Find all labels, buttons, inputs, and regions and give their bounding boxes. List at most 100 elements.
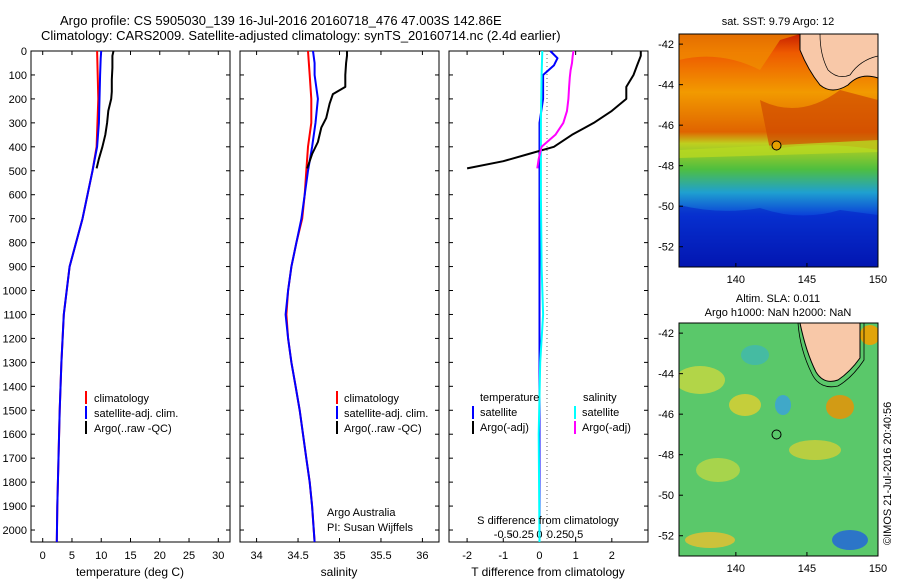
sla-blob: [729, 394, 761, 416]
figure-title-line2: Climatology: CARS2009. Satellite-adjuste…: [41, 28, 561, 43]
y-tick-label: 0: [21, 46, 27, 58]
y-tick-label: 800: [9, 238, 27, 250]
y-tick-label: 900: [9, 262, 27, 274]
difference-legend-temperature: temperature satellite Argo(-adj): [472, 392, 539, 434]
legend-salinity-title: salinity: [583, 392, 617, 404]
tasmania-land: [799, 34, 878, 91]
legend-satellite: satellite-adj. clim.: [344, 408, 428, 420]
salinity-annotation-line1: Argo Australia: [327, 507, 396, 519]
map-y-tick-label: -46: [658, 120, 674, 132]
legend-satellite: satellite-adj. clim.: [94, 408, 178, 420]
x-tick-label: 10: [95, 550, 107, 562]
map-y-tick-label: -46: [658, 409, 674, 421]
sst-warm-patch: [679, 34, 800, 70]
series-line: [537, 50, 545, 543]
sla-blob: [832, 530, 868, 550]
map-x-tick-label: 140: [727, 274, 745, 286]
y-tick-label: 1000: [3, 286, 27, 298]
difference-axes-frame: [448, 50, 649, 543]
x-tick-label: 2: [609, 550, 615, 562]
salinity-annotation-line2: PI: Susan Wijffels: [327, 522, 413, 534]
x-tick-label: 25: [183, 550, 195, 562]
legend-sal-argo: Argo(-adj): [582, 422, 631, 434]
sst-map-title: sat. SST: 9.79 Argo: 12: [722, 16, 835, 28]
s-tick-label: -0.25: [509, 529, 534, 541]
map-y-tick-label: -50: [658, 201, 674, 213]
argo-position-marker: [771, 429, 782, 440]
series-line: [538, 50, 559, 542]
legend-argo: Argo(..raw -QC): [344, 423, 422, 435]
salinity-legend: climatology satellite-adj. clim. Argo(..…: [336, 391, 428, 435]
shelf-contour: [819, 34, 878, 77]
temperature-axes-frame: [30, 50, 231, 543]
map-x-tick-label: 145: [798, 563, 816, 575]
salinity-xlabel: salinity: [321, 565, 358, 579]
series-line: [284, 50, 319, 543]
sla-blob: [775, 395, 791, 415]
x-tick-label: 30: [212, 550, 224, 562]
difference-xlabel: T difference from climatology: [471, 565, 625, 579]
map-x-tick-label: 145: [798, 274, 816, 286]
y-tick-label: 1900: [3, 501, 27, 513]
x-tick-label: 35: [333, 550, 345, 562]
y-tick-label: 400: [9, 142, 27, 154]
map-x-tick-label: 140: [727, 563, 745, 575]
y-tick-label: 500: [9, 166, 27, 178]
tasmania-land: [799, 323, 861, 382]
map-y-tick-label: -52: [658, 242, 674, 254]
temperature-xlabel: temperature (deg C): [76, 565, 184, 579]
difference-xlabel-top: S difference from climatology: [477, 515, 619, 527]
sla-map-frame: [678, 322, 879, 557]
y-tick-label: 1600: [3, 429, 27, 441]
x-tick-label: -2: [462, 550, 472, 562]
y-tick-label: 300: [9, 118, 27, 130]
y-tick-label: 100: [9, 70, 27, 82]
legend-temperature-title: temperature: [480, 392, 539, 404]
difference-legend-salinity: salinity satellite Argo(-adj): [574, 392, 631, 434]
x-tick-label: 34: [250, 550, 262, 562]
x-tick-label: 1: [573, 550, 579, 562]
map-y-tick-label: -42: [658, 39, 674, 51]
sst-warm-patch: [760, 90, 878, 150]
y-tick-label: 1500: [3, 405, 27, 417]
x-tick-label: 35.5: [370, 550, 391, 562]
legend-climatology: climatology: [344, 393, 400, 405]
salinity-panel: 34 34.5 35 35.5 36 climatology satellite-adj…: [239, 50, 440, 579]
difference-panel: -2 -1 0 1 2-0.5-0.25 0 0.25 0.5 temperature sat…: [448, 50, 649, 579]
x-tick-label: 0: [536, 550, 542, 562]
figure-title-line1: Argo profile: CS 5905030_139 16-Jul-2016…: [60, 13, 502, 28]
map-y-tick-label: -50: [658, 490, 674, 502]
y-tick-label: 1300: [3, 357, 27, 369]
map-y-tick-label: -44: [658, 80, 674, 92]
sla-blob: [826, 395, 854, 419]
sla-map-subtitle: Argo h1000: NaN h2000: NaN: [705, 307, 852, 319]
y-tick-label: 200: [9, 94, 27, 106]
y-tick-label: 600: [9, 190, 27, 202]
sla-map: Altim. SLA: 0.011 Argo h1000: NaN h2000:…: [658, 293, 887, 575]
x-tick-label: 0: [40, 550, 46, 562]
legend-climatology: climatology: [94, 393, 150, 405]
series-line: [55, 50, 100, 543]
legend-sal-satellite: satellite: [582, 407, 619, 419]
x-tick-label: 36: [416, 550, 428, 562]
s-tick-label: 0.25: [547, 529, 568, 541]
sla-blob: [679, 366, 725, 394]
map-y-tick-label: -48: [658, 450, 674, 462]
map-y-tick-label: -48: [658, 161, 674, 173]
x-tick-label: 15: [124, 550, 136, 562]
salinity-axes-frame: [239, 50, 440, 543]
sst-map-frame: [678, 33, 879, 268]
y-tick-label: 2000: [3, 525, 27, 537]
x-tick-label: 20: [154, 550, 166, 562]
map-y-tick-label: -52: [658, 531, 674, 543]
sst-map: sat. SST: 9.79 Argo: 12 140 145 150 -52 -50 -…: [658, 16, 887, 286]
series-line: [95, 50, 115, 169]
temperature-legend: climatology satellite-adj. clim. Argo(..…: [85, 391, 178, 435]
sla-blob: [789, 440, 841, 460]
series-line: [536, 50, 575, 169]
y-tick-label: 1100: [3, 309, 27, 321]
legend-temp-argo: Argo(-adj): [480, 422, 529, 434]
y-tick-label: 1400: [3, 381, 27, 393]
legend-temp-satellite: satellite: [480, 407, 517, 419]
